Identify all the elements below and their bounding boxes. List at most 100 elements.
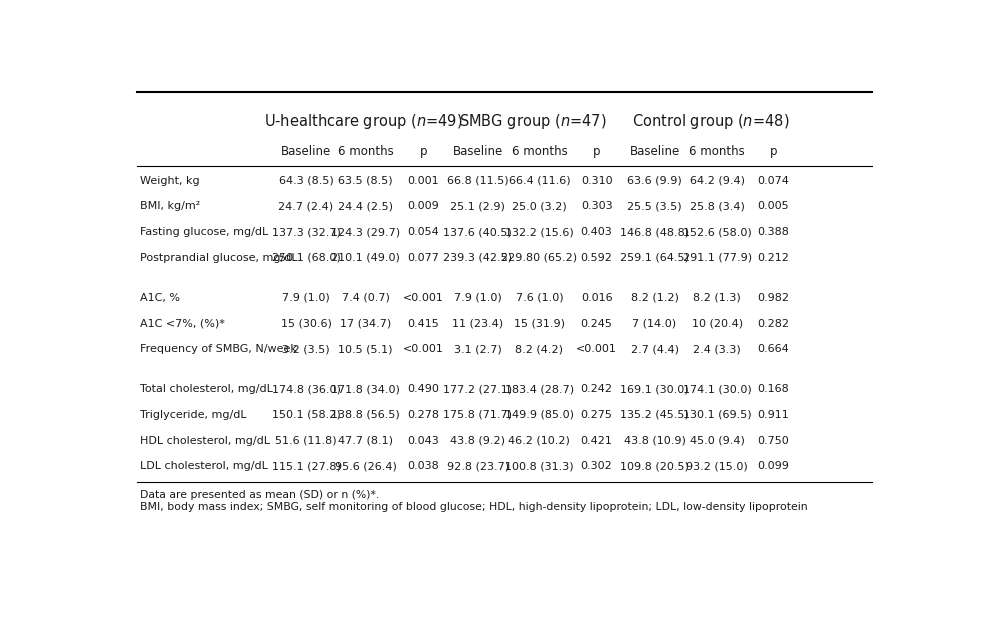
Text: 45.0 (9.4): 45.0 (9.4) — [690, 436, 745, 446]
Text: 63.5 (8.5): 63.5 (8.5) — [338, 176, 393, 186]
Text: 229.80 (65.2): 229.80 (65.2) — [501, 253, 578, 263]
Text: 64.3 (8.5): 64.3 (8.5) — [278, 176, 334, 186]
Text: Fasting glucose, mg/dL: Fasting glucose, mg/dL — [140, 227, 268, 237]
Text: 0.009: 0.009 — [407, 201, 439, 211]
Text: 0.750: 0.750 — [758, 436, 789, 446]
Text: 24.4 (2.5): 24.4 (2.5) — [338, 201, 393, 211]
Text: 138.8 (56.5): 138.8 (56.5) — [332, 410, 400, 420]
Text: 0.421: 0.421 — [581, 436, 612, 446]
Text: 124.3 (29.7): 124.3 (29.7) — [331, 227, 400, 237]
Text: 2.7 (4.4): 2.7 (4.4) — [631, 344, 679, 354]
Text: 7.4 (0.7): 7.4 (0.7) — [341, 293, 390, 303]
Text: 17 (34.7): 17 (34.7) — [339, 318, 391, 329]
Text: 174.1 (30.0): 174.1 (30.0) — [683, 384, 752, 394]
Text: 10 (20.4): 10 (20.4) — [692, 318, 743, 329]
Text: 0.388: 0.388 — [758, 227, 789, 237]
Text: 0.016: 0.016 — [581, 293, 612, 303]
Text: 100.8 (31.3): 100.8 (31.3) — [505, 461, 574, 472]
Text: 152.6 (58.0): 152.6 (58.0) — [683, 227, 752, 237]
Text: 0.982: 0.982 — [758, 293, 789, 303]
Text: 0.005: 0.005 — [758, 201, 789, 211]
Text: 0.001: 0.001 — [407, 176, 439, 186]
Text: 95.6 (26.4): 95.6 (26.4) — [335, 461, 397, 472]
Text: 10.5 (5.1): 10.5 (5.1) — [338, 344, 393, 354]
Text: 51.6 (11.8): 51.6 (11.8) — [276, 436, 337, 446]
Text: 25.0 (3.2): 25.0 (3.2) — [512, 201, 567, 211]
Text: 6 months: 6 months — [689, 145, 745, 158]
Text: 210.1 (49.0): 210.1 (49.0) — [331, 253, 400, 263]
Text: 6 months: 6 months — [338, 145, 394, 158]
Text: 66.4 (11.6): 66.4 (11.6) — [509, 176, 570, 186]
Text: 8.2 (4.2): 8.2 (4.2) — [516, 344, 564, 354]
Text: 135.2 (45.5): 135.2 (45.5) — [620, 410, 689, 420]
Text: 0.592: 0.592 — [581, 253, 612, 263]
Text: 0.278: 0.278 — [407, 410, 440, 420]
Text: BMI, kg/m²: BMI, kg/m² — [140, 201, 200, 211]
Text: 7.9 (1.0): 7.9 (1.0) — [454, 293, 502, 303]
Text: 92.8 (23.7): 92.8 (23.7) — [447, 461, 509, 472]
Text: 0.043: 0.043 — [407, 436, 439, 446]
Text: Total cholesterol, mg/dL: Total cholesterol, mg/dL — [140, 384, 273, 394]
Text: 109.8 (20.5): 109.8 (20.5) — [620, 461, 689, 472]
Text: 15 (30.6): 15 (30.6) — [280, 318, 332, 329]
Text: 0.415: 0.415 — [407, 318, 439, 329]
Text: 3.1 (2.7): 3.1 (2.7) — [454, 344, 502, 354]
Text: 0.099: 0.099 — [758, 461, 789, 472]
Text: Baseline: Baseline — [630, 145, 680, 158]
Text: 93.2 (15.0): 93.2 (15.0) — [686, 461, 748, 472]
Text: 25.8 (3.4): 25.8 (3.4) — [690, 201, 745, 211]
Text: <0.001: <0.001 — [403, 293, 444, 303]
Text: 0.077: 0.077 — [407, 253, 440, 263]
Text: 183.4 (28.7): 183.4 (28.7) — [505, 384, 574, 394]
Text: Baseline: Baseline — [280, 145, 332, 158]
Text: p: p — [420, 145, 427, 158]
Text: 149.9 (85.0): 149.9 (85.0) — [505, 410, 574, 420]
Text: 63.6 (9.9): 63.6 (9.9) — [627, 176, 682, 186]
Text: 43.8 (10.9): 43.8 (10.9) — [624, 436, 686, 446]
Text: 7 (14.0): 7 (14.0) — [633, 318, 677, 329]
Text: Control group ($n$=48): Control group ($n$=48) — [632, 112, 790, 131]
Text: 24.7 (2.4): 24.7 (2.4) — [278, 201, 334, 211]
Text: 0.664: 0.664 — [758, 344, 789, 354]
Text: U-healthcare group ($n$=49): U-healthcare group ($n$=49) — [264, 112, 462, 131]
Text: 0.054: 0.054 — [407, 227, 439, 237]
Text: 0.275: 0.275 — [581, 410, 612, 420]
Text: 43.8 (9.2): 43.8 (9.2) — [450, 436, 505, 446]
Text: 150.1 (58.2): 150.1 (58.2) — [272, 410, 340, 420]
Text: Weight, kg: Weight, kg — [140, 176, 200, 186]
Text: 25.1 (2.9): 25.1 (2.9) — [450, 201, 505, 211]
Text: 177.2 (27.1): 177.2 (27.1) — [443, 384, 512, 394]
Text: 11 (23.4): 11 (23.4) — [452, 318, 503, 329]
Text: 137.6 (40.5): 137.6 (40.5) — [443, 227, 512, 237]
Text: 0.911: 0.911 — [758, 410, 789, 420]
Text: LDL cholesterol, mg/dL: LDL cholesterol, mg/dL — [140, 461, 268, 472]
Text: 146.8 (48.8): 146.8 (48.8) — [620, 227, 689, 237]
Text: 0.242: 0.242 — [581, 384, 613, 394]
Text: 0.310: 0.310 — [581, 176, 612, 186]
Text: 46.2 (10.2): 46.2 (10.2) — [509, 436, 571, 446]
Text: 171.8 (34.0): 171.8 (34.0) — [331, 384, 400, 394]
Text: BMI, body mass index; SMBG, self monitoring of blood glucose; HDL, high-density : BMI, body mass index; SMBG, self monitor… — [140, 502, 808, 512]
Text: <0.001: <0.001 — [577, 344, 617, 354]
Text: 15 (31.9): 15 (31.9) — [514, 318, 565, 329]
Text: 0.403: 0.403 — [581, 227, 612, 237]
Text: 0.212: 0.212 — [758, 253, 789, 263]
Text: 175.8 (71.7): 175.8 (71.7) — [443, 410, 512, 420]
Text: 25.5 (3.5): 25.5 (3.5) — [627, 201, 682, 211]
Text: 64.2 (9.4): 64.2 (9.4) — [690, 176, 745, 186]
Text: 0.074: 0.074 — [758, 176, 789, 186]
Text: 291.1 (77.9): 291.1 (77.9) — [683, 253, 752, 263]
Text: 8.2 (1.2): 8.2 (1.2) — [631, 293, 679, 303]
Text: 3.2 (3.5): 3.2 (3.5) — [282, 344, 330, 354]
Text: p: p — [769, 145, 777, 158]
Text: 47.7 (8.1): 47.7 (8.1) — [338, 436, 393, 446]
Text: 0.490: 0.490 — [407, 384, 440, 394]
Text: 250.1 (68.0): 250.1 (68.0) — [272, 253, 340, 263]
Text: 174.8 (36.0): 174.8 (36.0) — [272, 384, 340, 394]
Text: 169.1 (30.0): 169.1 (30.0) — [620, 384, 689, 394]
Text: Data are presented as mean (SD) or n (%)*.: Data are presented as mean (SD) or n (%)… — [140, 490, 379, 500]
Text: 7.6 (1.0): 7.6 (1.0) — [516, 293, 563, 303]
Text: A1C <7%, (%)*: A1C <7%, (%)* — [140, 318, 224, 329]
Text: Postprandial glucose, mg/dL: Postprandial glucose, mg/dL — [140, 253, 297, 263]
Text: 137.3 (32.7): 137.3 (32.7) — [272, 227, 340, 237]
